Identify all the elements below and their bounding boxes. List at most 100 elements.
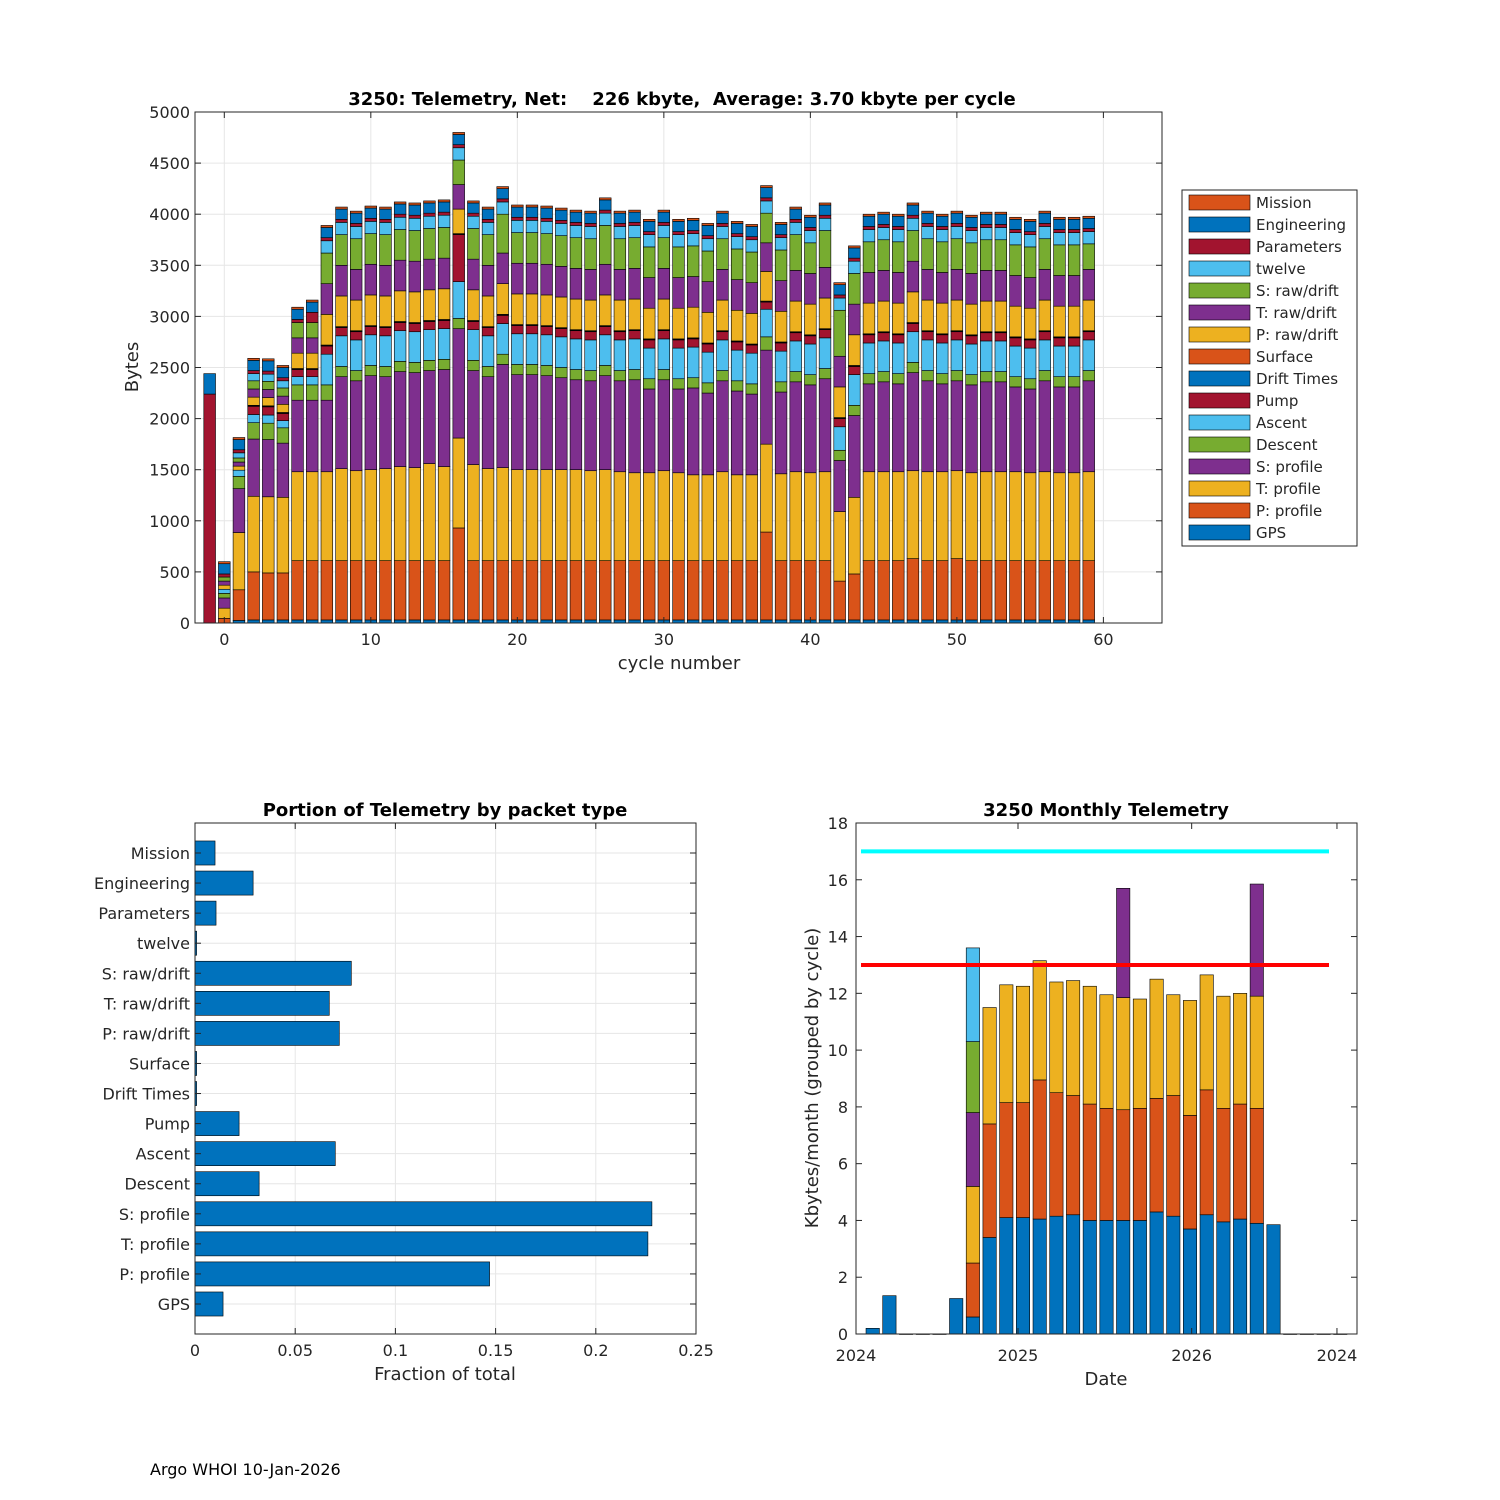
- portion-bar-ascent: [194, 1141, 336, 1166]
- telemetry-bar-cycle9-descent: [350, 370, 363, 382]
- telemetry-bar-cycle50-twelve: [950, 226, 964, 240]
- portion-bar-t-raw-drift: [194, 991, 330, 1016]
- telemetry-bar-cycle31-s-profile: [672, 388, 685, 474]
- monthly-ticks: 0 2 4 6 8 10 12 14 16 18 2024 2025 2026 2024: [828, 814, 1358, 1365]
- telemetry-bar-cycle27-s-profile: [613, 380, 627, 473]
- monthly-bar-13-segment-0: [1066, 1214, 1081, 1335]
- telemetry-bar-cycle5-ascent: [291, 376, 304, 386]
- telemetry-bar-cycle51-ascent: [965, 343, 978, 375]
- telemetry-bar-cycle57-t-raw-drift: [1053, 275, 1066, 307]
- monthly-y-tick-label: 2: [838, 1268, 848, 1287]
- telemetry-bar-cycle6-mission: [306, 299, 319, 303]
- telemetry-bar-cycle56-mission: [1038, 210, 1051, 214]
- telemetry-bar-cycle35-mission: [730, 221, 744, 224]
- telemetry-bar-cycle15-s-profile: [437, 369, 451, 467]
- telemetry-bar-cycle17-s-profile: [467, 370, 480, 465]
- monthly-bar-7-segment-2: [965, 1186, 980, 1264]
- telemetry-bar-cycle11-t-profile: [379, 468, 392, 561]
- telemetry-bar-cycle58-ascent: [1067, 345, 1081, 377]
- telemetry-bar-cycle19-parameters: [496, 198, 509, 203]
- telemetry-bar-cycle25-engineering: [584, 212, 597, 224]
- telemetry-bar-cycle7-t-profile: [320, 471, 334, 561]
- telemetry-bar-cycle3-p-profile: [262, 572, 275, 621]
- telemetry-bar-cycle55-mission: [1023, 219, 1037, 222]
- telemetry-bar-cycle22-pump: [540, 326, 553, 336]
- telemetry-bar-cycle18-s-raw-drift: [481, 234, 495, 266]
- telemetry-bar-cycle17-pump: [467, 321, 480, 330]
- telemetry-y-tick-label: 3000: [149, 307, 190, 326]
- telemetry-bar-cycle30-p-profile: [657, 560, 671, 621]
- telemetry-bar-cycle30-mission: [657, 209, 671, 213]
- telemetry-bar-cycle59-ascent: [1082, 339, 1095, 371]
- telemetry-bar-cycle29-t-raw-drift: [643, 277, 656, 309]
- telemetry-bar-cycle38-ascent: [774, 350, 788, 383]
- monthly-bar-18-segment-1: [1149, 1098, 1164, 1213]
- monthly-bar-13-segment-2: [1066, 980, 1081, 1096]
- telemetry-bar-cycle5-p-profile: [291, 560, 304, 621]
- telemetry-bar-cycle5-t-profile: [291, 471, 304, 561]
- monthly-x-tick-label: 2024: [1317, 1346, 1358, 1365]
- telemetry-bar-cycle6-t-raw-drift: [306, 337, 319, 354]
- telemetry-bar-cycle49-ascent: [936, 342, 949, 374]
- telemetry-bar-cycle36-pump: [745, 344, 758, 354]
- telemetry-bar-cycle34-parameters: [716, 223, 729, 227]
- telemetry-bar-cycle39-twelve: [789, 222, 802, 235]
- telemetry-bar-cycle46-descent: [892, 373, 905, 385]
- telemetry-bar-cycle24-ascent: [569, 338, 583, 370]
- telemetry-y-tick-label: 5000: [149, 103, 190, 122]
- telemetry-bar-cycle51-engineering: [965, 216, 978, 228]
- telemetry-bar-cycle29-s-raw-drift: [643, 246, 656, 278]
- portion-bar-p-profile: [194, 1261, 490, 1287]
- telemetry-bar-cycle4-engineering: [276, 367, 290, 379]
- monthly-y-tick-label: 16: [828, 871, 848, 890]
- telemetry-bar-cycle32-twelve: [686, 233, 700, 247]
- telemetry-bar-cycle17-mission: [467, 200, 480, 204]
- telemetry-bar-cycle29-parameters: [643, 231, 656, 235]
- telemetry-bar-cycle46-mission: [892, 213, 905, 217]
- monthly-bar-8-segment-0: [982, 1237, 997, 1335]
- telemetry-bar-cycle22-t-raw-drift: [540, 263, 553, 296]
- telemetry-bar-cycle13-engineering: [408, 204, 421, 216]
- telemetry-bar-cycle42-pump: [833, 418, 846, 428]
- legend-swatch-ascent: [1188, 414, 1251, 431]
- telemetry-bar-cycle48-ascent: [921, 339, 934, 371]
- telemetry-bar-cycle33-mission: [701, 223, 714, 226]
- telemetry-bar-cycle23-p-profile: [555, 560, 568, 621]
- telemetry-bar-cycle45-parameters: [877, 224, 890, 228]
- telemetry-bar-cycle50-parameters: [950, 223, 964, 227]
- monthly-bar-21-segment-2: [1199, 974, 1214, 1091]
- monthly-bar-14-segment-2: [1082, 985, 1097, 1105]
- monthly-x-tick-label: 2024: [836, 1346, 877, 1365]
- monthly-bar-20-segment-0: [1183, 1228, 1197, 1335]
- telemetry-y-tick-label: 2500: [149, 359, 190, 378]
- telemetry-bar-cycle48-s-raw-drift: [921, 238, 934, 270]
- telemetry-bar-cycle39-descent: [789, 371, 802, 383]
- telemetry-bar-cycle22-t-profile: [540, 469, 553, 561]
- telemetry-bar-cycle57-ascent: [1053, 345, 1066, 377]
- telemetry-bar-cycle8-s-profile: [335, 376, 348, 469]
- telemetry-bar-cycle23-t-raw-drift: [555, 266, 568, 298]
- telemetry-bar-cycle39-t-raw-drift: [789, 270, 802, 302]
- telemetry-x-tick-label: 40: [800, 630, 820, 649]
- telemetry-legend: Mission Engineering Parameters twelve S: raw…: [1181, 189, 1358, 547]
- telemetry-bar-cycle6-engineering: [306, 301, 319, 313]
- telemetry-y-tick-label: 2000: [149, 410, 190, 429]
- telemetry-bar-cycle52-p-raw-drift: [980, 300, 993, 333]
- telemetry-bar-cycle16-s-raw-drift: [452, 159, 465, 185]
- telemetry-bar-cycle10-t-profile: [364, 469, 377, 561]
- legend-label-ascent: Ascent: [1256, 414, 1307, 432]
- telemetry-bar-cycle3-descent: [262, 422, 275, 440]
- monthly-title: 3250 Monthly Telemetry: [983, 800, 1229, 821]
- telemetry-bar-cycle10-s-profile: [364, 375, 377, 470]
- monthly-bar-7-segment-0: [965, 1316, 980, 1335]
- telemetry-bar-cycle56-engineering: [1038, 212, 1051, 224]
- telemetry-bar-cycle41-twelve: [818, 217, 832, 231]
- portion-y-tick-label-engineering: Engineering: [94, 874, 190, 893]
- telemetry-bar-cycle29-ascent: [643, 347, 656, 380]
- telemetry-bar-cycle59-mission: [1082, 215, 1095, 219]
- telemetry-bar-cycle51-p-profile: [965, 560, 978, 621]
- telemetry-bar-cycle48-t-profile: [921, 471, 934, 561]
- telemetry-bar-cycle8-descent: [335, 366, 348, 377]
- telemetry-bar-cycle22-p-profile: [540, 560, 553, 621]
- telemetry-bar-cycle30-s-profile: [657, 379, 671, 472]
